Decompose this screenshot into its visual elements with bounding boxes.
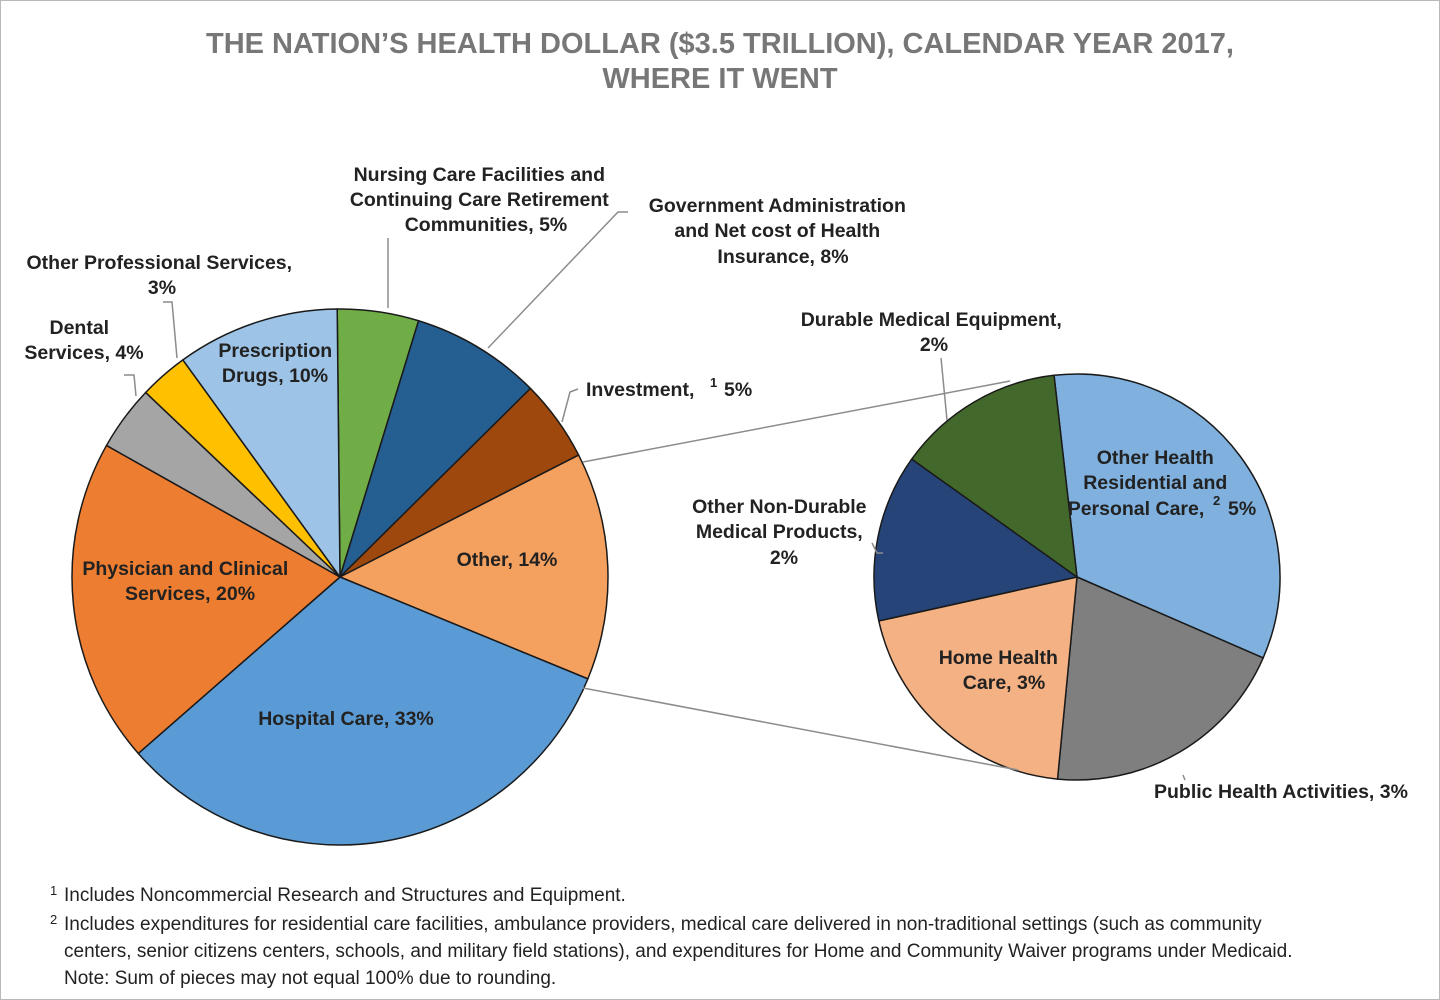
slice-home-health-care <box>878 576 1078 780</box>
leader-line-non-durable <box>871 542 883 554</box>
slice-public-health-activities <box>1056 576 1264 781</box>
footnote-2-mark: 2 <box>50 912 58 927</box>
connector-line-bottom <box>582 687 1019 771</box>
leader-line-investment <box>561 388 579 423</box>
label-other-non-durable: Other Non-Durable Medical Products, 2% <box>692 496 872 569</box>
slice-prescription-drugs <box>182 308 341 578</box>
leader-line-government <box>487 211 628 349</box>
label-hospital-care: Hospital Care, 33% <box>258 708 434 730</box>
leader-line-dental <box>124 374 137 397</box>
slice-hospital-care <box>137 576 589 846</box>
label-dental-services: Dental Services, 4% <box>24 317 143 364</box>
slice-other-health-residential-and-personal-care <box>1053 373 1281 659</box>
leader-line-other-professional <box>163 301 178 359</box>
label-nursing-care: Nursing Care Facilities and Continuing C… <box>350 164 614 236</box>
label-investment-footnote-mark: 1 <box>710 375 717 390</box>
label-physician-clinical: Physician and Clinical Services, 20% <box>82 558 293 605</box>
label-other: Other, 14% <box>457 549 558 571</box>
leader-line-public-health <box>1182 774 1186 781</box>
footnote-1: Includes Noncommercial Research and Stru… <box>64 885 626 906</box>
label-investment-percent: 5% <box>724 379 752 401</box>
chart-title-line-1: THE NATION’S HEALTH DOLLAR ($3.5 TRILLIO… <box>206 28 1234 60</box>
label-home-health-care: Home Health Care, 3% <box>939 647 1064 694</box>
leader-line-durable <box>940 357 948 421</box>
main-pie <box>71 308 609 846</box>
slice-other <box>339 454 609 680</box>
label-durable-medical-equipment: Durable Medical Equipment, 2% <box>801 309 1068 356</box>
slice-physician-and-clinical-services <box>71 444 341 755</box>
label-other-health-footnote-mark: 2 <box>1213 493 1220 508</box>
label-prescription-drugs: Prescription Drugs, 10% <box>218 340 337 387</box>
connector-line-top <box>582 380 1011 463</box>
slice-other-non-durable-medical-products <box>873 458 1078 622</box>
footnote-2-line-2: centers, senior citizens centers, school… <box>64 941 1293 962</box>
slice-durable-medical-equipment <box>910 374 1078 578</box>
label-other-health-residential: Other Health Residential and Personal Ca… <box>1068 447 1233 520</box>
label-public-health-activities: Public Health Activities, 3% <box>1154 781 1408 803</box>
label-other-health-percent: 5% <box>1228 498 1256 520</box>
footnote-1-mark: 1 <box>50 883 58 898</box>
chart-title-line-2: WHERE IT WENT <box>602 63 838 95</box>
footnote-2-line-1: Includes expenditures for residential ca… <box>64 914 1262 935</box>
pie-charts: Nursing Care Facilities and Continuing C… <box>24 164 1408 846</box>
label-government-administration: Government Administration and Net cost o… <box>649 195 912 268</box>
note-rounding: Note: Sum of pieces may not equal 100% d… <box>64 968 557 989</box>
detail-pie <box>873 373 1281 781</box>
label-other-professional-services: Other Professional Services, 3% <box>27 252 298 299</box>
slice-government-administration-and-net-cost-of-health-insurance <box>339 320 532 578</box>
label-investment: Investment, <box>586 379 694 401</box>
